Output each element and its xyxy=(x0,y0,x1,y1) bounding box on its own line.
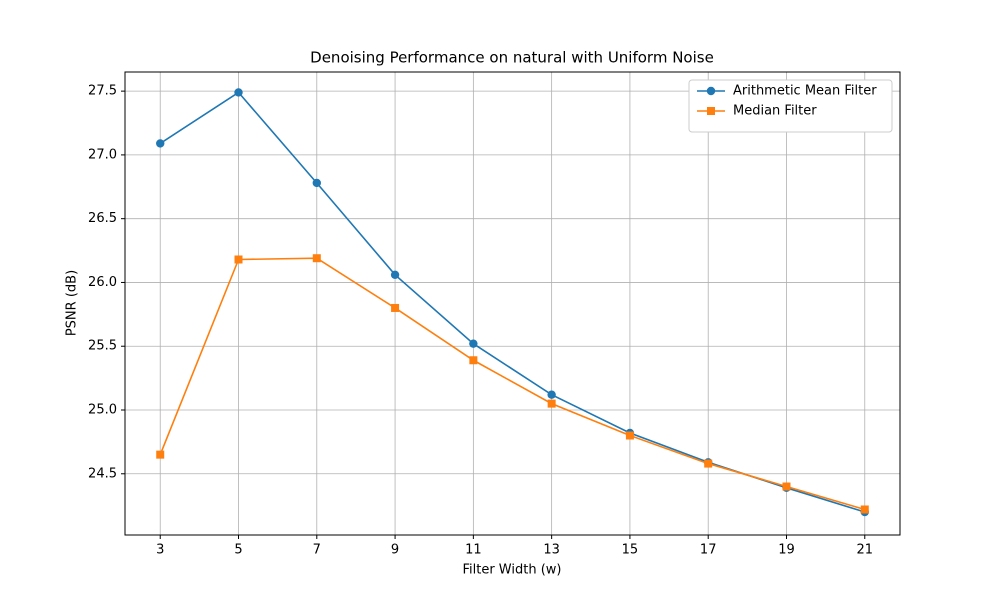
data-point xyxy=(782,482,791,491)
x-tick-label: 9 xyxy=(391,543,399,558)
x-tick-label: 13 xyxy=(543,543,560,558)
data-point xyxy=(469,339,478,348)
x-tick-label: 17 xyxy=(700,543,717,558)
data-point xyxy=(625,431,634,440)
data-point xyxy=(547,390,556,399)
data-point xyxy=(469,356,478,365)
data-point xyxy=(390,270,400,280)
x-tick-label: 11 xyxy=(465,543,482,558)
data-point xyxy=(704,459,713,468)
legend-marker xyxy=(707,107,715,115)
chart-title: Denoising Performance on natural with Un… xyxy=(310,49,714,67)
data-point xyxy=(234,88,243,97)
x-axis-label: Filter Width (w) xyxy=(462,563,561,578)
data-point xyxy=(156,139,165,148)
y-tick-label: 26.5 xyxy=(88,211,117,226)
plot-frame xyxy=(124,71,901,536)
x-tick-label: 7 xyxy=(313,543,321,558)
series-line xyxy=(159,257,865,511)
data-point xyxy=(547,399,556,408)
x-tick-label: 3 xyxy=(156,543,164,558)
x-tick-label: 21 xyxy=(856,543,873,558)
x-tick-label: 19 xyxy=(778,543,795,558)
data-point xyxy=(234,255,243,264)
y-tick-label: 27.5 xyxy=(88,84,117,99)
y-tick-label: 25.0 xyxy=(88,403,117,418)
y-tick-label: 24.5 xyxy=(88,466,117,481)
y-axis-label: PSNR (dB) xyxy=(65,270,80,336)
legend-box xyxy=(688,79,893,133)
legend-label: Median Filter xyxy=(733,104,817,119)
legend-marker xyxy=(706,86,716,96)
data-point xyxy=(156,450,165,459)
legend-label: Arithmetic Mean Filter xyxy=(733,84,877,99)
series-line xyxy=(159,91,866,513)
x-tick-label: 5 xyxy=(234,543,242,558)
data-point xyxy=(860,505,869,514)
data-point xyxy=(312,178,321,188)
x-tick-label: 15 xyxy=(622,543,639,558)
y-tick-label: 27.0 xyxy=(88,147,117,162)
data-point xyxy=(312,254,321,263)
data-point xyxy=(391,303,400,312)
y-tick-label: 25.5 xyxy=(88,339,117,354)
y-tick-label: 26.0 xyxy=(88,275,117,290)
